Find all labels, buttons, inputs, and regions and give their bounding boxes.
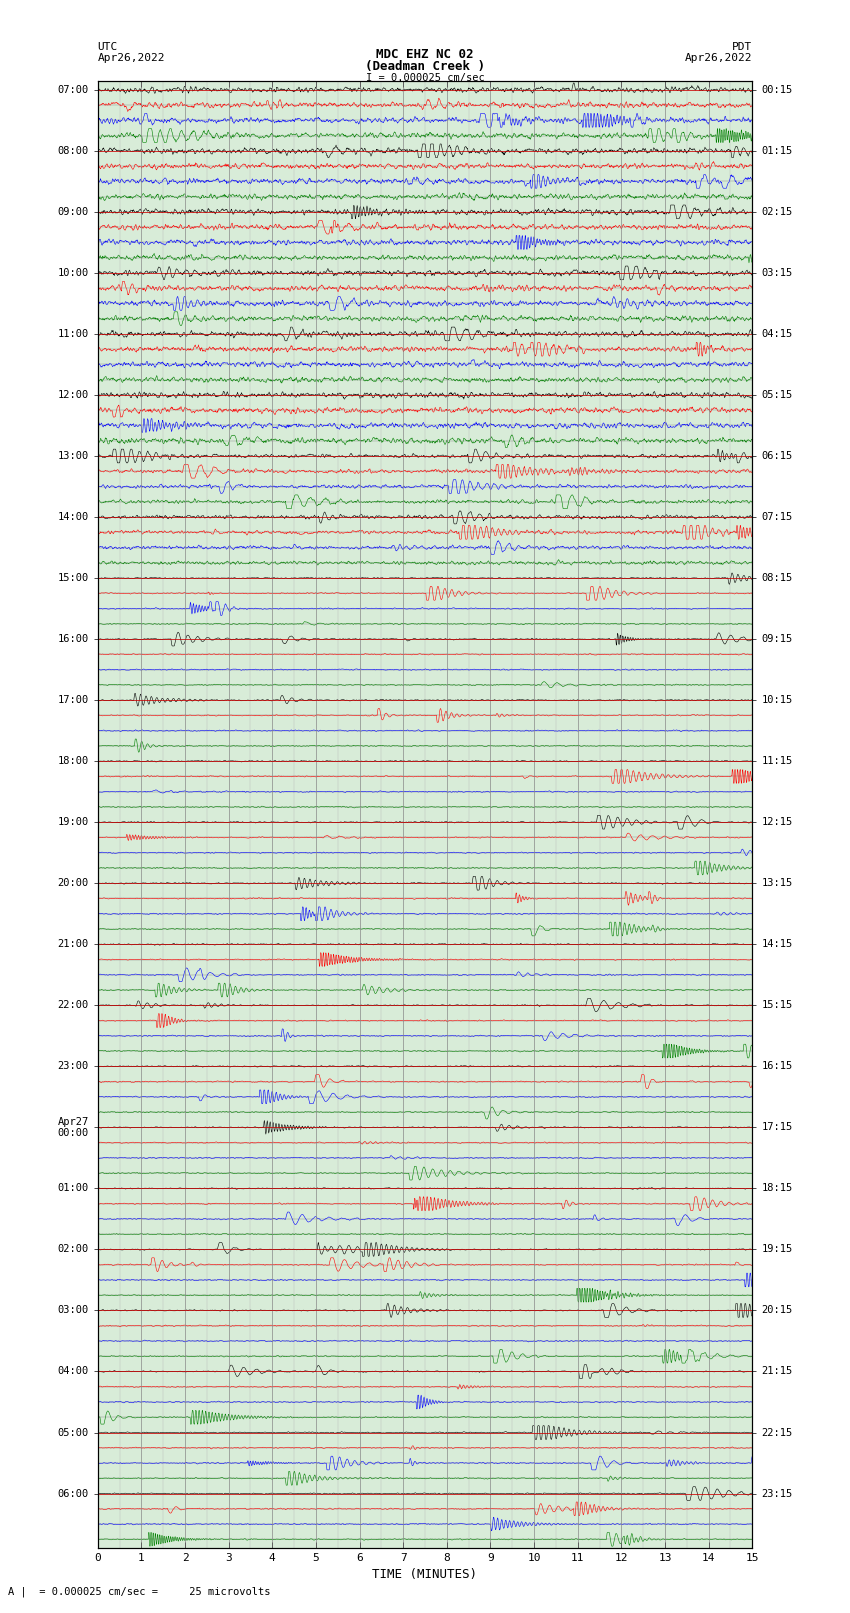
- Text: (Deadman Creek ): (Deadman Creek ): [365, 60, 485, 73]
- Text: UTC: UTC: [98, 42, 118, 52]
- Text: Apr26,2022: Apr26,2022: [685, 53, 752, 63]
- Text: I = 0.000025 cm/sec: I = 0.000025 cm/sec: [366, 73, 484, 82]
- Text: PDT: PDT: [732, 42, 752, 52]
- Text: A |  = 0.000025 cm/sec =     25 microvolts: A | = 0.000025 cm/sec = 25 microvolts: [8, 1586, 271, 1597]
- X-axis label: TIME (MINUTES): TIME (MINUTES): [372, 1568, 478, 1581]
- Text: MDC EHZ NC 02: MDC EHZ NC 02: [377, 48, 473, 61]
- Text: Apr26,2022: Apr26,2022: [98, 53, 165, 63]
